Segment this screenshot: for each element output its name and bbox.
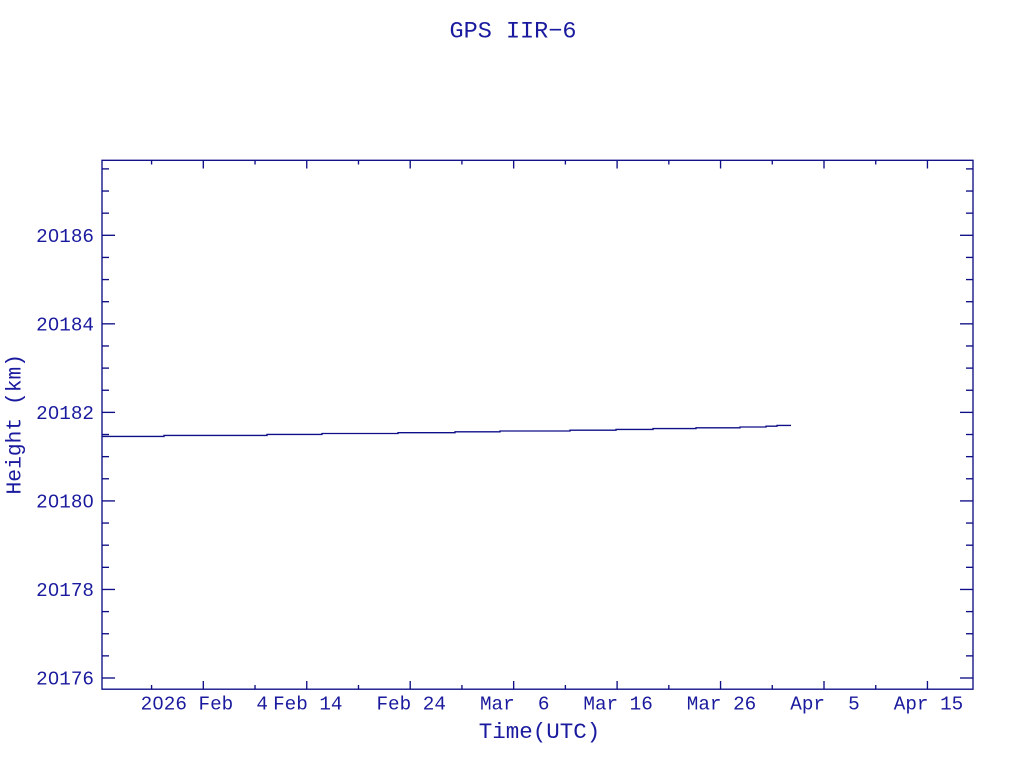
svg-text:GPS IIR−6: GPS IIR−6 <box>450 19 577 46</box>
svg-text:20180: 20180 <box>36 492 94 514</box>
svg-text:Mar 26: Mar 26 <box>687 693 756 715</box>
svg-text:Time(UTC): Time(UTC) <box>479 719 601 745</box>
svg-text:Mar 6: Mar 6 <box>480 693 549 715</box>
svg-text:Apr 15: Apr 15 <box>894 693 963 715</box>
svg-text:Mar 16: Mar 16 <box>583 693 652 715</box>
svg-text:20182: 20182 <box>36 403 94 425</box>
svg-text:20176: 20176 <box>36 669 94 691</box>
svg-text:20186: 20186 <box>36 226 94 248</box>
svg-text:20178: 20178 <box>36 580 94 602</box>
svg-text:Height (km): Height (km) <box>4 354 28 495</box>
svg-text:2026 Feb 4: 2026 Feb 4 <box>141 693 268 715</box>
svg-text:Apr 5: Apr 5 <box>790 693 859 715</box>
svg-text:Feb 14: Feb 14 <box>273 693 342 715</box>
svg-text:Feb 24: Feb 24 <box>376 693 445 715</box>
svg-text:20184: 20184 <box>36 314 94 336</box>
